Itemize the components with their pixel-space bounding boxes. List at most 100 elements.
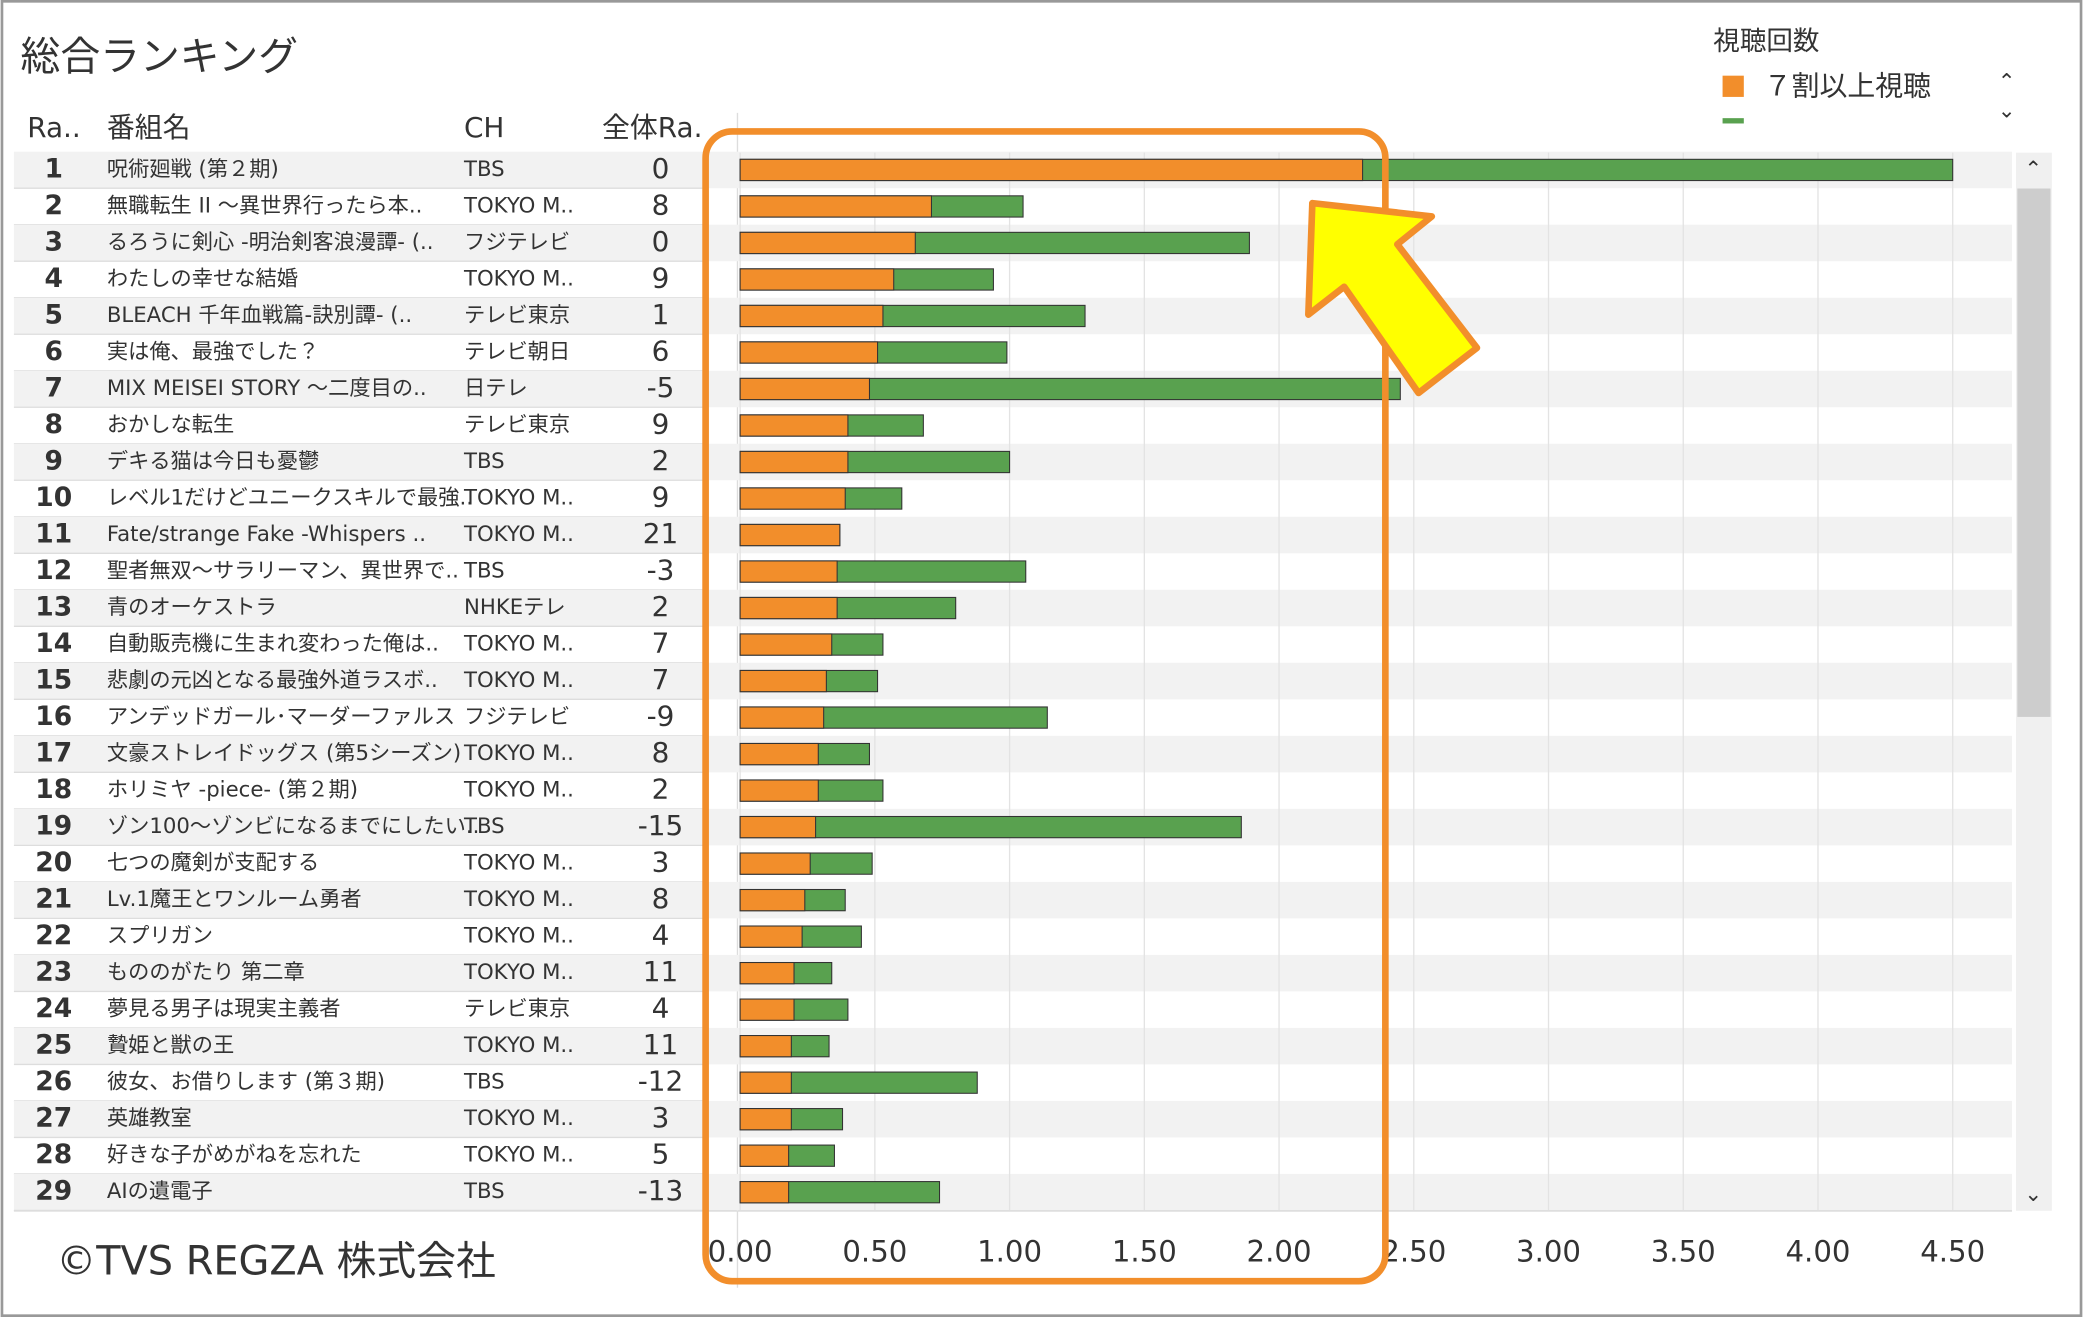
x-tick-label: 2.50 [1381,1234,1446,1268]
channel: フジテレビ [464,230,570,255]
rank: 6 [45,336,63,367]
rank: 22 [35,920,72,951]
x-tick-label: 1.00 [977,1234,1042,1268]
scroll-down[interactable]: ⌄ [2024,1182,2042,1207]
x-tick-label: 1.50 [1112,1234,1177,1268]
bar [739,742,819,766]
overall-rank: 2 [652,773,670,806]
program-name: 彼女、お借りします (第３期) [107,1070,385,1095]
program-name: 自動販売機に生まれ変わった俺は.. [107,632,439,657]
channel: TOKYO M.. [463,266,574,291]
program-name: 好きな子がめがねを忘れた [107,1143,362,1168]
rank: 25 [35,1030,72,1061]
legend-scroll[interactable]: ⌃ ⌄ [1998,69,2016,123]
row-band [13,1173,2012,1211]
bar [739,925,803,948]
rank: 15 [35,665,72,696]
bar [739,195,932,218]
channel: フジテレビ [464,705,570,730]
overall-rank: 8 [652,188,670,221]
overall-rank: -15 [638,809,684,842]
rank: 19 [35,811,72,842]
overall-rank: 8 [652,882,670,915]
legend-label: ７割以上視聴 [1764,70,1931,103]
program-name: スプリガン [107,924,213,949]
overall-rank: 4 [652,992,670,1025]
row-band [13,954,2012,992]
channel: TOKYO M.. [463,1033,574,1058]
bar [739,1181,790,1204]
bar [739,1144,790,1167]
overall-rank: -9 [647,700,675,733]
overall-rank: 9 [652,408,670,441]
channel: TBS [463,449,505,474]
bar [739,377,871,401]
channel: TBS [463,1179,505,1204]
column-header: CH [464,111,504,144]
scroll-up[interactable]: ⌃ [1998,69,2016,94]
bar [739,596,838,620]
program-name: 文豪ストレイドッグス (第5シーズン) [107,741,461,766]
overall-rank: 0 [652,152,670,185]
program-name: おかしな転生 [107,413,234,438]
channel: TOKYO M.. [463,668,574,693]
channel: TOKYO M.. [463,887,574,912]
program-name: 聖者無双～サラリーマン、異世界で.. [107,559,459,584]
channel: TOKYO M.. [463,741,574,766]
rank: 12 [35,555,72,586]
row-band [13,735,2012,773]
channel: TOKYO M.. [463,632,574,657]
channel: NHKEテレ [464,595,566,620]
highlight-box [702,128,1389,1285]
program-name: Lv.1魔王とワンルーム勇者 [107,887,362,912]
bar [739,706,825,729]
legend-swatch [1722,118,1744,124]
bar [739,487,846,510]
scroll-thumb[interactable] [2017,188,2051,717]
rank: 16 [35,701,72,732]
copyright: ©TVS REGZA 株式会社 [56,1238,495,1284]
rank: 5 [45,299,63,330]
bar [739,341,879,364]
program-name: ゾン100～ゾンビになるまでにしたい.. [107,814,480,839]
overall-rank: 21 [643,517,678,550]
x-tick-label: 4.50 [1920,1234,1985,1268]
bar [739,414,849,437]
rank: 18 [35,774,72,805]
rank: 24 [35,993,72,1024]
rank: 29 [35,1176,72,1207]
scroll-down[interactable]: ⌄ [1998,99,2016,124]
row-band [13,662,2012,700]
overall-rank: 6 [652,334,670,367]
bar [739,633,833,656]
column-header: Ra.. [27,111,81,144]
program-name: るろうに剣心 -明治剣客浪漫譚- (.. [107,230,434,255]
rank: 17 [35,738,72,769]
program-name: 七つの魔剣が支配する [107,851,319,876]
row-band [13,589,2012,627]
overall-rank: -12 [638,1065,684,1098]
x-tick-label: 0.50 [842,1234,907,1268]
channel: TOKYO M.. [463,924,574,949]
vertical-scrollbar[interactable]: ⌃ ⌄ [2015,152,2052,1211]
scroll-up[interactable]: ⌃ [2024,157,2042,182]
channel: TBS [463,559,505,584]
legend-title: 視聴回数 [1713,26,1819,57]
row-band [13,443,2012,481]
bar [739,815,817,839]
row-band [13,1100,2012,1138]
program-name: わたしの幸せな結婚 [107,266,298,291]
bar [739,231,916,255]
overall-rank: 4 [652,919,670,952]
overall-rank: 0 [652,225,670,258]
highlight-arrow [1305,199,1481,397]
dashboard-title: 総合ランキング [21,34,299,80]
overall-rank: 11 [643,1028,678,1061]
rank: 1 [45,153,63,184]
overall-rank: 2 [652,444,670,477]
channel: TOKYO M.. [463,960,574,985]
rank: 27 [35,1103,72,1134]
channel: TOKYO M.. [463,851,574,876]
